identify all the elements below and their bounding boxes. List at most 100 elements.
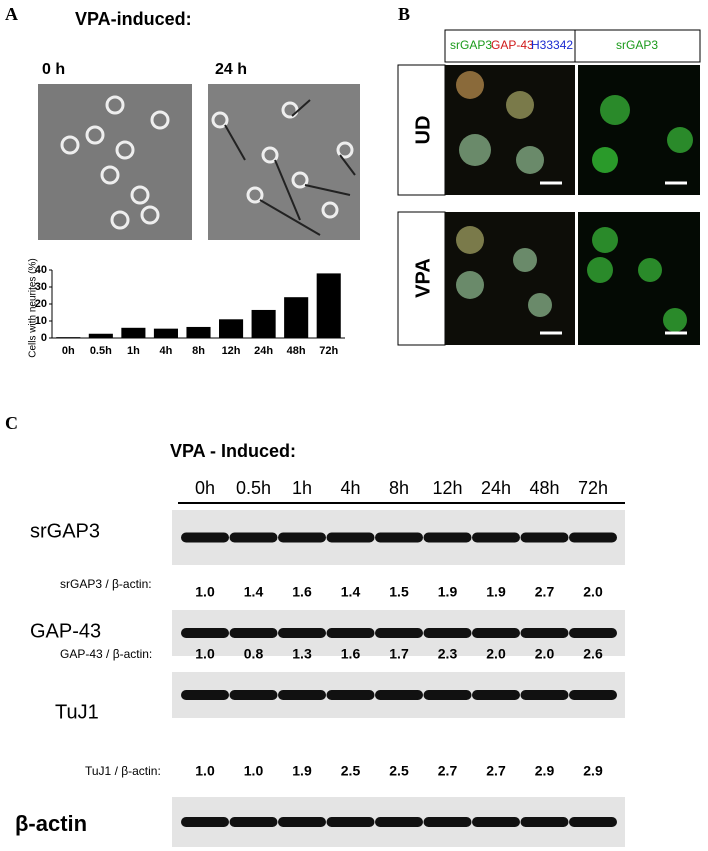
blot-label: TuJ1 [55,701,99,723]
band [375,532,423,543]
band [472,628,520,638]
ratio-label: TuJ1 / β-actin: [85,764,161,778]
panel-label: A [5,4,18,24]
blot-label: srGAP3 [30,520,100,542]
band [375,628,423,638]
y-tick-label: 0 [41,332,47,344]
ratio-value: 2.0 [583,584,603,600]
row-box [397,64,446,196]
ratio-value: 2.5 [341,763,361,779]
lane-label: 8h [389,478,409,498]
y-tick-label: 10 [35,315,47,327]
bar [153,328,178,338]
stain-label: GAP-43 [491,38,534,52]
cells [60,95,354,230]
x-tick-label: 12h [222,345,241,357]
bar [251,309,276,338]
bar [316,273,341,338]
band [569,817,617,827]
image-label: 0 h [42,61,65,78]
band [569,532,617,543]
band [278,690,326,700]
bar [121,327,146,338]
x-tick-label: 0.5h [90,345,112,357]
band [229,690,278,700]
x-tick-label: 1h [127,345,140,357]
y-axis-label: Cells with neurites (%) [28,258,39,357]
x-tick-label: 24h [254,345,273,357]
scale-bars [540,181,687,335]
band [326,628,375,638]
ratio-value: 1.0 [195,584,215,600]
band [278,817,326,827]
row-label: UD [412,116,434,145]
x-tick-label: 4h [160,345,173,357]
ratio-value: 2.5 [389,763,409,779]
ratio-value: 2.7 [486,763,506,779]
lane-label: 0h [195,478,215,498]
lane-label: 0.5h [236,478,271,498]
x-tick-label: 0h [62,345,75,357]
ratio-value: 1.9 [438,584,458,600]
band [181,628,229,638]
ratio-value: 1.5 [389,584,409,600]
ratio-value: 1.3 [292,646,312,662]
lane-label: 72h [578,478,608,498]
stain-label: srGAP3 [450,38,492,52]
lane-label: 24h [481,478,511,498]
ratio-label: srGAP3 / β-actin: [60,577,152,591]
neurites [224,99,356,236]
stain-label: H33342 [531,38,573,52]
stain-label: srGAP3 [616,38,658,52]
ratio-value: 2.3 [438,646,458,662]
bar [284,297,309,338]
row-label: VPA [412,258,434,298]
band [375,690,423,700]
ratio-value: 2.7 [438,763,458,779]
band [278,628,326,638]
band [423,817,472,827]
bar [88,333,113,338]
band [520,532,569,543]
band [569,690,617,700]
ratio-value: 1.0 [195,763,215,779]
ratio-value: 2.0 [535,646,555,662]
ratio-value: 1.4 [244,584,264,600]
band [181,817,229,827]
ratio-value: 2.7 [535,584,555,600]
band [423,690,472,700]
lane-label: 4h [340,478,360,498]
band [229,532,278,543]
row-box [397,211,446,346]
band [520,628,569,638]
x-tick-label: 72h [319,345,338,357]
ratio-label: GAP-43 / β-actin: [60,647,152,661]
bar [56,337,81,338]
bar [219,319,244,338]
ratio-value: 1.7 [389,646,409,662]
ratio-value: 1.0 [195,646,215,662]
micrograph [38,84,192,240]
band [326,532,375,543]
header-box [444,29,701,63]
ratio-value: 1.0 [244,763,264,779]
ratio-value: 1.9 [486,584,506,600]
ratio-value: 2.6 [583,646,603,662]
band [472,690,520,700]
band [472,532,520,543]
ratio-value: 2.9 [583,763,603,779]
band [229,628,278,638]
band [229,817,278,827]
x-tick-label: 8h [192,345,205,357]
blot-label: GAP-43 [30,620,101,642]
lane-label: 1h [292,478,312,498]
band [472,817,520,827]
band [423,628,472,638]
band [326,817,375,827]
band [181,532,229,543]
x-tick-label: 48h [287,345,306,357]
y-tick-label: 20 [35,298,47,310]
band [326,690,375,700]
y-tick-label: 30 [35,281,47,293]
